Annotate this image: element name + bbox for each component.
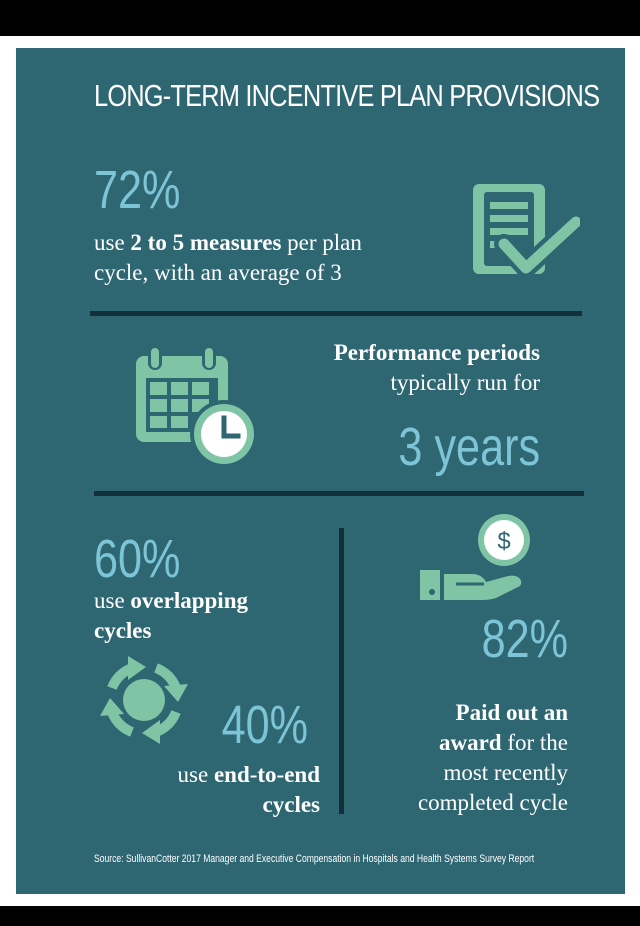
performance-years: 3 years: [398, 417, 540, 477]
top-border: [0, 0, 640, 36]
overlapping-line-1: use overlapping: [94, 588, 248, 613]
end-to-end-percent: 40%: [221, 695, 308, 755]
end-to-end-line-1: use end-to-end: [177, 762, 320, 787]
performance-line-1: Performance periods: [333, 340, 540, 365]
calendar-clock-icon: [136, 346, 258, 468]
performance-text: Performance periods typically run for: [220, 338, 540, 398]
award-percent: 82%: [481, 609, 568, 669]
section-divider-2: [94, 491, 584, 496]
award-line-2: award for the: [438, 730, 568, 755]
hand-dollar-icon: $: [420, 514, 530, 600]
vertical-divider: [339, 528, 344, 814]
award-line-3: most recently: [443, 760, 568, 785]
end-to-end-line-2: cycles: [262, 792, 320, 817]
measures-line-1: use 2 to 5 measures per plan: [94, 230, 362, 255]
checklist-icon: [473, 184, 580, 278]
performance-line-2: typically run for: [390, 370, 540, 395]
award-text: Paid out an award for the most recently …: [328, 698, 568, 818]
bottom-border: [0, 906, 640, 926]
overlapping-text: use overlapping cycles: [94, 586, 334, 646]
measures-line-2: cycle, with an average of 3: [94, 260, 342, 285]
dollar-sign: $: [497, 528, 510, 555]
section-divider-1: [90, 311, 582, 316]
measures-percent: 72%: [94, 160, 181, 220]
source-note: Source: SullivanCotter 2017 Manager and …: [94, 853, 535, 865]
measures-text: use 2 to 5 measures per plan cycle, with…: [94, 228, 474, 288]
end-to-end-text: use end-to-end cycles: [80, 760, 320, 820]
overlapping-line-2: cycles: [94, 618, 152, 643]
infographic-title: LONG-TERM INCENTIVE PLAN PROVISIONS: [94, 78, 600, 113]
award-line-4: completed cycle: [417, 790, 568, 815]
overlapping-percent: 60%: [94, 529, 181, 589]
award-line-1: Paid out an: [455, 700, 568, 725]
cycle-arrows-icon: [100, 656, 188, 744]
